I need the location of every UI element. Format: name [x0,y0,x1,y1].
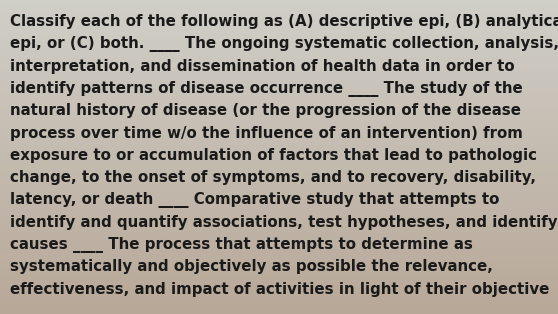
Text: identify and quantify associations, test hypotheses, and identify: identify and quantify associations, test… [10,215,557,230]
Text: identify patterns of disease occurrence ____ The study of the: identify patterns of disease occurrence … [10,81,523,97]
Text: interpretation, and dissemination of health data in order to: interpretation, and dissemination of hea… [10,59,514,74]
Text: causes ____ The process that attempts to determine as: causes ____ The process that attempts to… [10,237,473,253]
Text: process over time w/o the influence of an intervention) from: process over time w/o the influence of a… [10,126,523,141]
Text: change, to the onset of symptoms, and to recovery, disability,: change, to the onset of symptoms, and to… [10,170,536,185]
Text: Classify each of the following as (A) descriptive epi, (B) analytical: Classify each of the following as (A) de… [10,14,558,29]
Text: natural history of disease (or the progression of the disease: natural history of disease (or the progr… [10,103,521,118]
Text: exposure to or accumulation of factors that lead to pathologic: exposure to or accumulation of factors t… [10,148,537,163]
Text: systematically and objectively as possible the relevance,: systematically and objectively as possib… [10,259,493,274]
Text: effectiveness, and impact of activities in light of their objective: effectiveness, and impact of activities … [10,282,550,297]
Text: latency, or death ____ Comparative study that attempts to: latency, or death ____ Comparative study… [10,192,499,208]
Text: epi, or (C) both. ____ The ongoing systematic collection, analysis,: epi, or (C) both. ____ The ongoing syste… [10,36,558,52]
